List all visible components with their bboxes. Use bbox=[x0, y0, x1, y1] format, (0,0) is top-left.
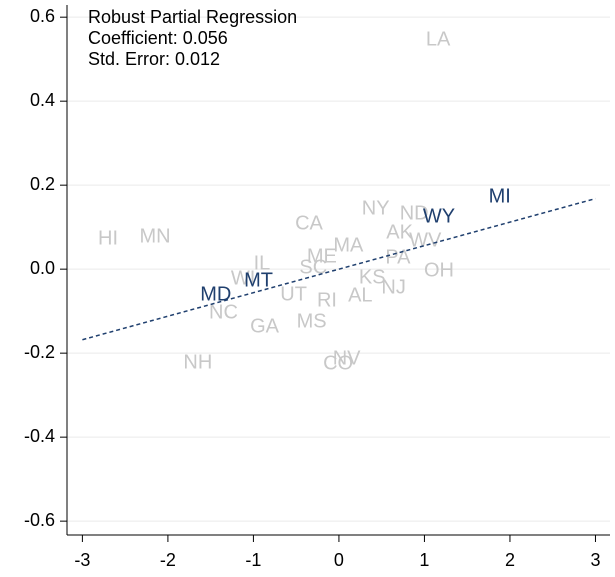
point-label: GA bbox=[250, 315, 280, 337]
point-label: CO bbox=[323, 352, 353, 374]
fit-line bbox=[82, 197, 596, 341]
point-label: IL bbox=[254, 252, 271, 274]
x-tick-label: -2 bbox=[160, 550, 176, 570]
point-label: SC bbox=[299, 257, 327, 279]
point-label: MA bbox=[333, 234, 364, 256]
x-tick-label: -3 bbox=[74, 550, 90, 570]
point-label: MD bbox=[200, 283, 231, 305]
y-tick-label: -0.4 bbox=[24, 426, 55, 446]
point-label: NY bbox=[362, 197, 390, 219]
point-label: NH bbox=[183, 352, 212, 374]
point-label: MT bbox=[244, 270, 273, 292]
point-label: NJ bbox=[381, 276, 405, 298]
point-label: MI bbox=[489, 186, 511, 208]
point-label: KS bbox=[359, 266, 386, 288]
point-label: UT bbox=[280, 283, 307, 305]
point-label: ND bbox=[400, 202, 429, 224]
x-tick-label: 0 bbox=[334, 550, 344, 570]
point-label: WY bbox=[423, 205, 455, 227]
point-label: MN bbox=[140, 226, 171, 248]
x-tick-label: 1 bbox=[419, 550, 429, 570]
x-tick-label: 2 bbox=[505, 550, 515, 570]
annotation: Coefficient: 0.056 bbox=[88, 28, 228, 48]
y-tick-label: -0.2 bbox=[24, 342, 55, 362]
point-label: PA bbox=[385, 247, 411, 269]
point-label: HI bbox=[98, 228, 118, 250]
y-tick-label: 0.6 bbox=[30, 6, 55, 26]
point-label: NC bbox=[209, 302, 238, 324]
annotation: Robust Partial Regression bbox=[88, 7, 297, 27]
y-tick-label: -0.6 bbox=[24, 510, 55, 530]
point-label: RI bbox=[317, 289, 337, 311]
point-label: LA bbox=[426, 29, 451, 51]
x-tick-label: -1 bbox=[245, 550, 261, 570]
point-label: AK bbox=[386, 221, 413, 243]
point-label: CA bbox=[295, 213, 323, 235]
y-tick-label: 0.2 bbox=[30, 174, 55, 194]
point-label: NV bbox=[333, 347, 361, 369]
point-label: AL bbox=[348, 284, 372, 306]
point-label: OH bbox=[424, 260, 454, 282]
point-label: ME bbox=[307, 245, 337, 267]
point-label: MS bbox=[297, 310, 327, 332]
y-tick-label: 0.0 bbox=[30, 258, 55, 278]
y-tick-label: 0.4 bbox=[30, 90, 55, 110]
annotation: Std. Error: 0.012 bbox=[88, 49, 220, 69]
x-tick-label: 3 bbox=[590, 550, 600, 570]
point-label: WI bbox=[231, 268, 255, 290]
point-label: WV bbox=[409, 229, 442, 251]
